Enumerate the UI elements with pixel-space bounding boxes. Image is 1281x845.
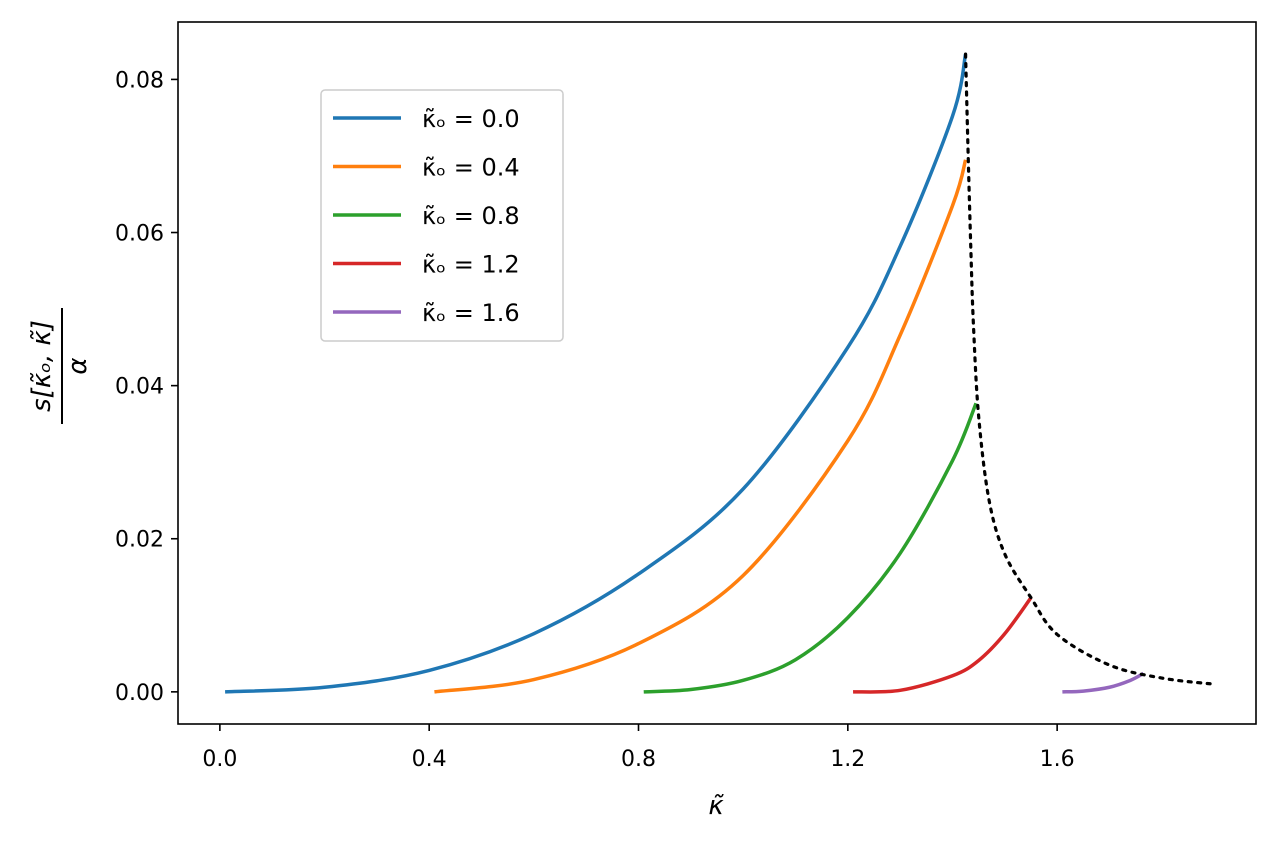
legend-frame (320, 89, 564, 342)
y-tick-label: 0.02 (115, 528, 164, 553)
legend-label: κ̃ₒ = 1.2 (422, 251, 520, 279)
y-tick-label: 0.08 (115, 68, 164, 93)
legend-entries: κ̃ₒ = 0.0 κ̃ₒ = 0.4 κ̃ₒ = 0.8 κ̃ₒ = 1.2 κ̃ₒ … (333, 105, 520, 327)
y-tick-label: 0.00 (115, 681, 164, 706)
legend: κ̃ₒ = 0.0 κ̃ₒ = 0.4 κ̃ₒ = 0.8 κ̃ₒ = 1.2 κ̃ₒ … (320, 89, 564, 342)
x-axis: 0.0 0.4 0.8 1.2 1.6 (202, 724, 1075, 772)
series-line-1 (434, 159, 968, 694)
x-tick-label: 0.0 (202, 747, 237, 772)
legend-label: κ̃ₒ = 0.4 (422, 154, 520, 182)
series-layer (225, 52, 1216, 694)
legend-label: κ̃ₒ = 0.8 (422, 202, 520, 230)
legend-label: κ̃ₒ = 0.0 (422, 105, 520, 133)
x-tick-label: 0.4 (412, 747, 447, 772)
series-line-2 (643, 402, 978, 694)
x-tick-label: 0.8 (621, 747, 656, 772)
x-tick-label: 1.2 (830, 747, 865, 772)
series-line-4 (1062, 671, 1145, 694)
plot-frame (177, 21, 1257, 725)
y-axis-label-numerator: s[κ̃ₒ, κ̃] (27, 320, 57, 412)
y-axis: 0.00 0.02 0.04 0.06 0.08 (115, 68, 178, 706)
series-line-0 (225, 53, 968, 694)
y-tick-label: 0.06 (115, 222, 164, 247)
y-tick-label: 0.04 (115, 375, 164, 400)
x-axis-label: κ̃ (708, 791, 724, 821)
x-tick-label: 1.6 (1040, 747, 1075, 772)
y-axis-label-denominator: α (63, 357, 93, 374)
y-axis-label: s[κ̃ₒ, κ̃] α (27, 308, 93, 424)
series-line-3 (853, 596, 1033, 694)
legend-label: κ̃ₒ = 1.6 (422, 299, 520, 327)
boundary-curve (963, 52, 1216, 686)
